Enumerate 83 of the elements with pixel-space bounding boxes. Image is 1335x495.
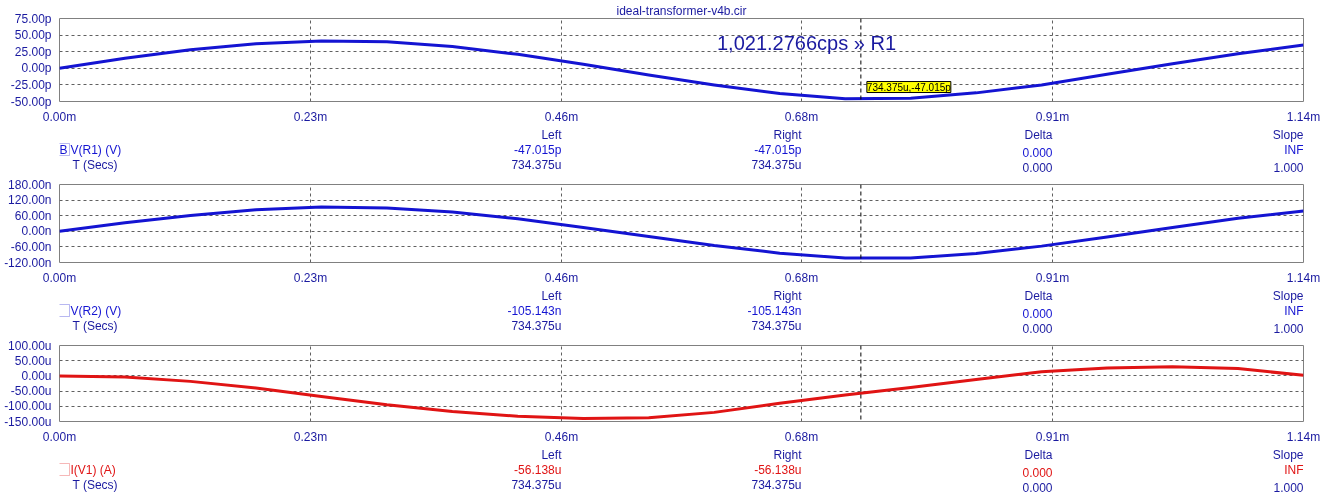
y-tick-label: 75.00p (14, 11, 52, 26)
x-tick-label: 0.68m (784, 270, 819, 285)
text: Slope (1272, 127, 1304, 142)
text: 0.000 (1022, 321, 1053, 336)
x-tick-label: 0.91m (1035, 429, 1070, 444)
text: -47.015p (754, 142, 802, 157)
x-axis-title: T (Secs) (72, 157, 118, 172)
text: 0.000 (1022, 465, 1053, 480)
text: Left (541, 288, 563, 303)
y-tick-label: -25.00p (10, 77, 52, 92)
x-tick-label: 0.23m (293, 429, 328, 444)
y-tick-label: -120.00n (4, 255, 52, 270)
x-tick-label: 1.14m (1286, 429, 1321, 444)
y-tick-label: 0.00u (21, 368, 52, 383)
text: Delta (1024, 288, 1053, 303)
chart-title: ideal-transformer-v4b.cir (616, 4, 747, 18)
y-tick-label: 180.00n (8, 177, 52, 192)
text: 0.000 (1022, 145, 1053, 160)
x-tick-label: 0.46m (544, 429, 579, 444)
x-tick-label: 0.23m (293, 109, 328, 124)
x-tick-label: 1.14m (1286, 270, 1321, 285)
text: INF (1284, 142, 1304, 157)
text: 1.000 (1273, 160, 1304, 175)
text: 0.000 (1022, 160, 1053, 175)
y-tick-label: 50.00p (14, 28, 52, 43)
text: Delta (1024, 127, 1053, 142)
text: B (59, 142, 68, 157)
text: 1.000 (1273, 321, 1304, 336)
text: V(R2) (V) (70, 303, 122, 318)
text: INF (1284, 303, 1304, 318)
text: Right (773, 447, 803, 462)
x-tick-label: 0.68m (784, 109, 819, 124)
text: 734.375u (751, 318, 802, 333)
text: Slope (1272, 447, 1304, 462)
y-tick-label: 60.00n (14, 208, 52, 223)
text: -56.138u (754, 462, 802, 477)
legend-label: I(V1) (A) (70, 462, 116, 477)
y-tick-label: -50.00u (10, 384, 52, 399)
x-tick-label: 0.00m (42, 109, 77, 124)
text: Left (541, 447, 563, 462)
x-axis-title: T (Secs) (72, 477, 118, 492)
y-tick-label: -150.00u (4, 414, 52, 429)
text: Right (773, 288, 803, 303)
x-tick-label: 0.68m (784, 429, 819, 444)
x-tick-label: 0.00m (42, 270, 77, 285)
text: Delta (1024, 447, 1053, 462)
x-tick-label: 0.91m (1035, 270, 1070, 285)
text: Left (541, 127, 563, 142)
text: INF (1284, 462, 1304, 477)
text: 734.375u (751, 477, 802, 492)
y-tick-label: -60.00n (10, 239, 52, 254)
y-tick-label: -50.00p (10, 94, 52, 109)
y-tick-label: 0.00n (21, 224, 52, 239)
legend-label: V(R1) (V) (70, 142, 122, 157)
text: 734.375u (511, 318, 562, 333)
text: Right (773, 127, 803, 142)
text: Slope (1272, 288, 1304, 303)
text: -47.015p (514, 142, 562, 157)
y-tick-label: 25.00p (14, 44, 52, 59)
text: -105.143n (747, 303, 802, 318)
x-tick-label: 0.46m (544, 270, 579, 285)
x-tick-label: 0.00m (42, 429, 77, 444)
text: -105.143n (507, 303, 562, 318)
line-series (59, 205, 1304, 260)
text: 734.375u (511, 157, 562, 172)
y-tick-label: 100.00u (8, 338, 52, 353)
line-series (59, 365, 1304, 420)
x-tick-label: 0.91m (1035, 109, 1070, 124)
y-tick-label: 0.00p (21, 61, 52, 76)
x-axis-title: T (Secs) (72, 318, 118, 333)
x-tick-label: 0.23m (293, 270, 328, 285)
annotation: 1,021.2766cps » R1 (716, 31, 897, 54)
x-tick-label: 0.46m (544, 109, 579, 124)
y-tick-label: -100.00u (4, 399, 52, 414)
text: -56.138u (514, 462, 562, 477)
text: 734.375u (751, 157, 802, 172)
text: 1.000 (1273, 480, 1304, 495)
text: 0.000 (1022, 480, 1053, 495)
y-tick-label: 50.00u (14, 353, 52, 368)
text: 0.000 (1022, 306, 1053, 321)
x-tick-label: 1.14m (1286, 109, 1321, 124)
text: 734.375u (511, 477, 562, 492)
y-tick-label: 120.00n (8, 193, 52, 208)
